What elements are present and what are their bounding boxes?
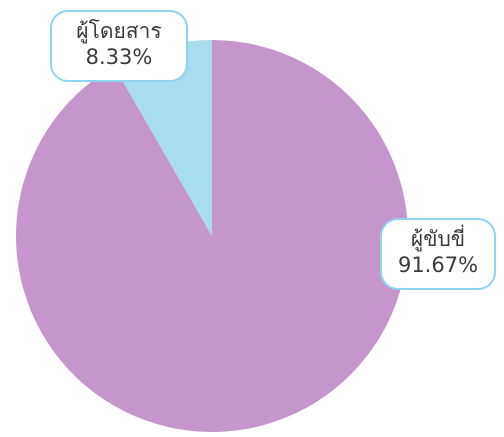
rider-callout: ผู้ขับขี่ 91.67% (380, 218, 496, 290)
rider-label: ผู้ขับขี่ (410, 227, 466, 251)
rider-percent-label: 91.67% (397, 253, 479, 277)
passenger-slice (114, 40, 212, 236)
passenger-percent-label: 8.33% (85, 45, 153, 69)
passenger-label: ผู้โดยสาร (76, 19, 162, 43)
rider-slice (16, 40, 409, 433)
passenger-callout: ผู้โดยสาร 8.33% (50, 10, 188, 82)
